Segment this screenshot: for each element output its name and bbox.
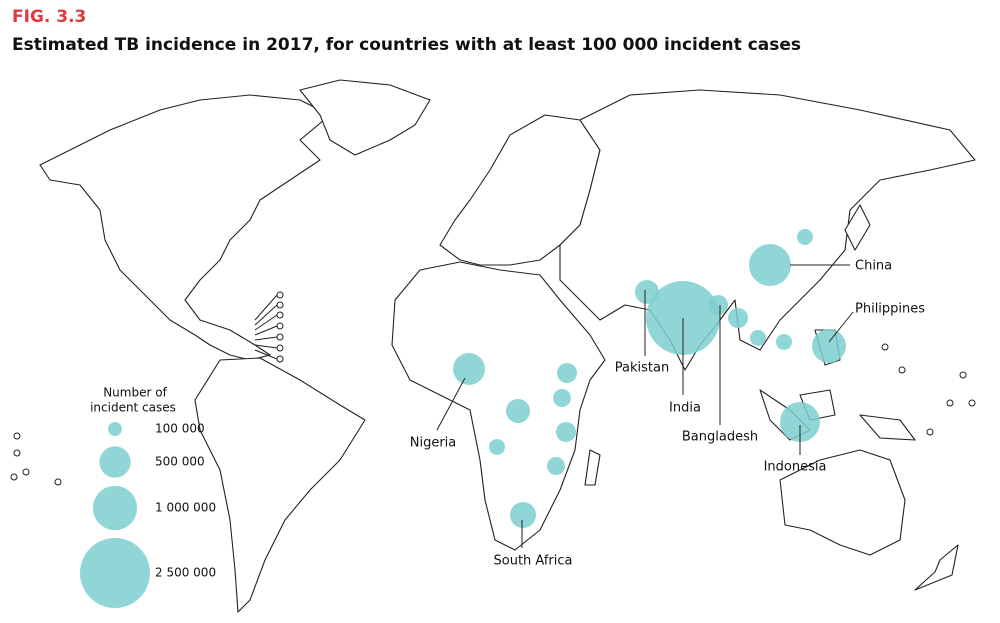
bubble <box>780 402 820 442</box>
bubble <box>708 295 728 315</box>
country-label: India <box>669 401 701 416</box>
land <box>779 449 906 556</box>
land <box>584 449 601 486</box>
legend-title: Number of <box>103 386 167 400</box>
bubble <box>750 330 766 346</box>
land <box>914 544 959 591</box>
land <box>559 89 976 371</box>
caribbean-callouts <box>254 291 284 363</box>
leader-line <box>436 377 466 431</box>
country-label: South Africa <box>494 554 573 569</box>
bubble <box>728 308 748 328</box>
land <box>391 261 606 551</box>
bubble <box>635 280 659 304</box>
bubble <box>812 329 846 363</box>
bubble <box>506 399 530 423</box>
bubble <box>556 422 576 442</box>
legend-label: 500 000 <box>155 455 205 469</box>
land <box>39 94 331 361</box>
country-label: China <box>855 259 892 274</box>
figure-number: FIG. 3.3 <box>12 7 86 27</box>
land <box>299 79 431 156</box>
bubble <box>749 244 791 286</box>
country-labels: China Philippines Pakistan India Banglad… <box>410 259 926 569</box>
country-label: Bangladesh <box>682 430 758 445</box>
bubble <box>510 502 536 528</box>
bubble <box>547 457 565 475</box>
legend-circle <box>92 485 138 531</box>
legend-label: 1 000 000 <box>155 501 216 515</box>
world-map <box>10 79 976 613</box>
legend-label: 2 500 000 <box>155 566 216 580</box>
land <box>844 204 871 251</box>
country-label: Pakistan <box>615 361 669 376</box>
island-dots <box>10 343 976 486</box>
legend-circle <box>108 422 122 436</box>
legend-circle <box>99 446 131 478</box>
country-label: Nigeria <box>410 436 457 451</box>
legend-title: incident cases <box>90 401 176 415</box>
leader-line <box>828 311 854 343</box>
bubble <box>776 334 792 350</box>
land <box>194 357 366 613</box>
country-label: Indonesia <box>764 460 827 475</box>
bubble <box>797 229 813 245</box>
legend-circle <box>80 538 150 608</box>
legend-label: 100 000 <box>155 422 205 436</box>
country-bubbles <box>453 229 846 528</box>
figure-title: Estimated TB incidence in 2017, for coun… <box>12 35 801 55</box>
bubble <box>553 389 571 407</box>
land <box>859 414 916 441</box>
bubble <box>453 353 485 385</box>
country-label: Philippines <box>855 302 925 317</box>
legend: Number of incident cases 100 000 500 000 1… <box>80 386 216 608</box>
bubble <box>489 439 505 455</box>
bubble <box>557 363 577 383</box>
